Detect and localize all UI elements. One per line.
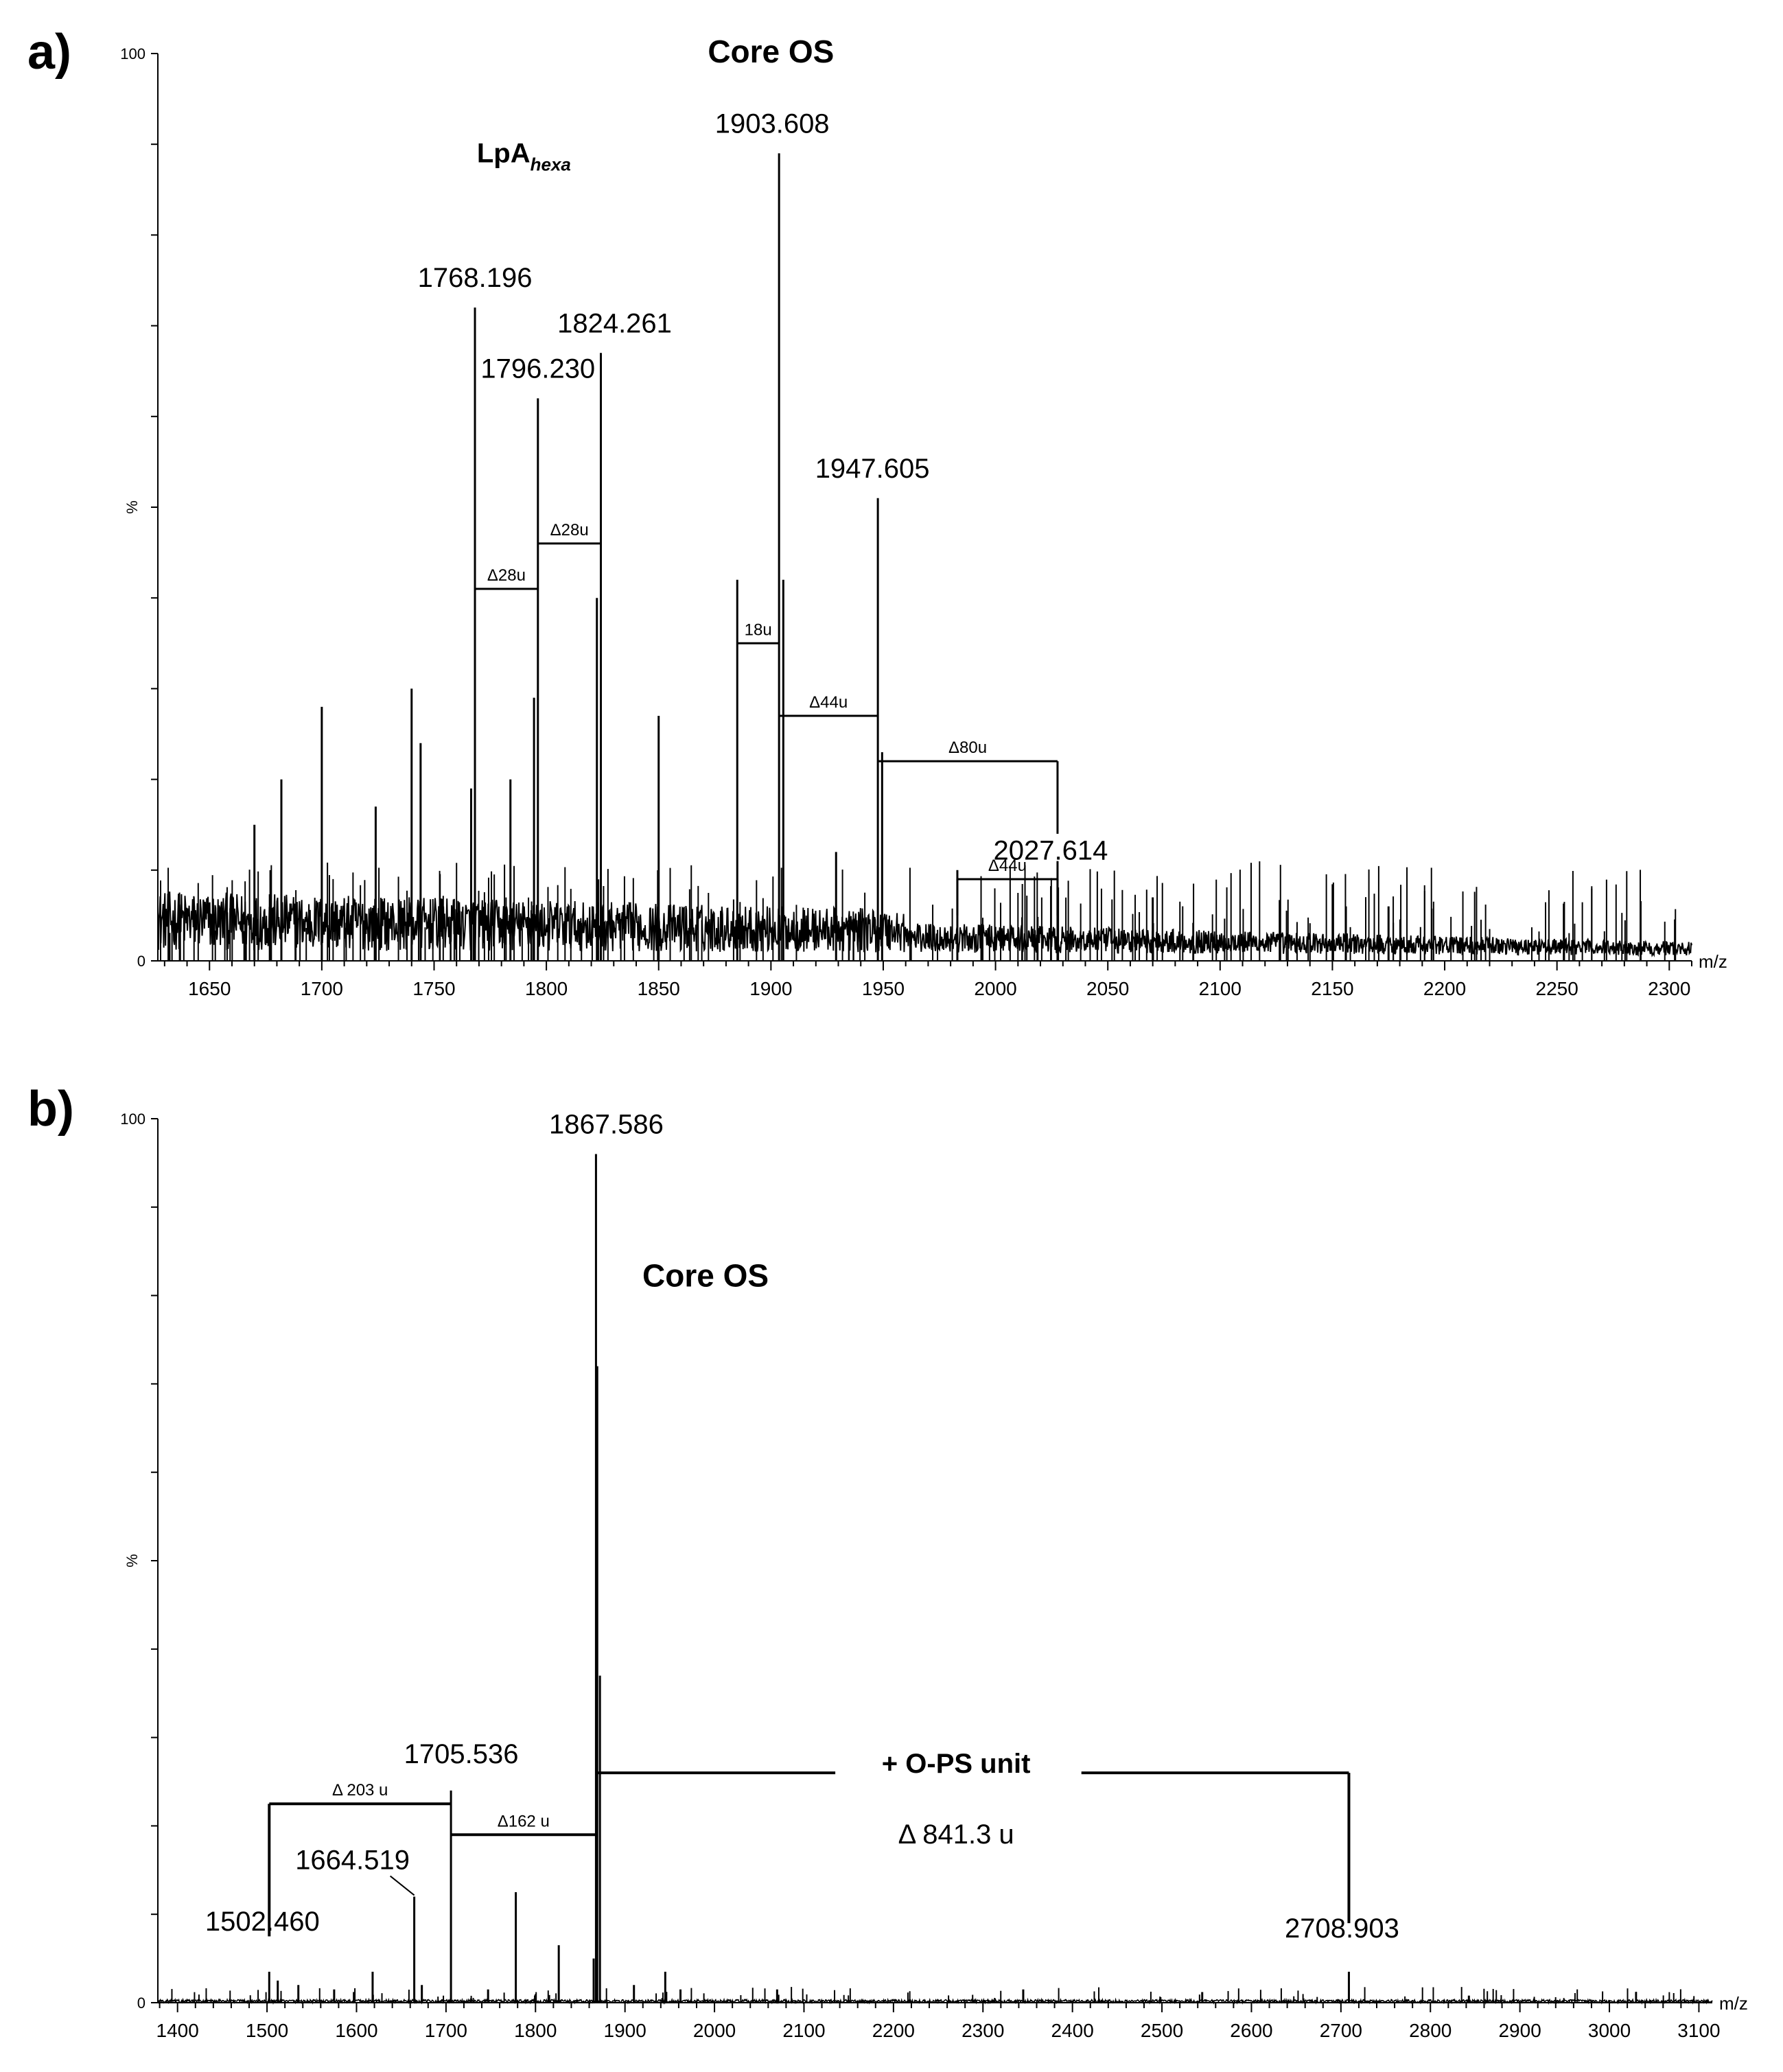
x-tick-label: 1800 [514, 2020, 557, 2041]
peak-label: 1867.586 [549, 1110, 664, 1140]
x-tick-label: 1900 [749, 978, 792, 999]
x-tick-label: 1700 [425, 2020, 467, 2041]
spectrum-panel-b: b) 1502.460 1664.519 1705.536 1867.586 2708.9… [27, 1082, 1748, 2041]
mass-difference-label: Δ162 u [498, 1812, 550, 1830]
annotation-subscript: hexa [531, 154, 571, 175]
x-tick-label: 2100 [1199, 978, 1242, 999]
x-tick-label: 2700 [1320, 2020, 1362, 2041]
spectrum-panel-a: a) 1768.196 1796.230 1824.261 1903.608 1947.6… [27, 25, 1727, 999]
y-tick-label: 0 [137, 1994, 145, 2012]
annotation-label: Δ 841.3 u [898, 1819, 1014, 1850]
x-tick-label: 2600 [1230, 2020, 1272, 2041]
x-tick-label: 2800 [1409, 2020, 1452, 2041]
mass-difference-label: 18u [745, 620, 772, 639]
x-tick-label: 2300 [962, 2020, 1004, 2041]
peak-label: 2708.903 [1285, 1913, 1399, 1944]
x-tick-label: 2400 [1051, 2020, 1094, 2041]
mass-difference-label: Δ 203 u [332, 1781, 388, 1800]
x-tick-label: 2000 [693, 2020, 736, 2041]
noise-trace [157, 891, 1692, 957]
annotation-label: + O-PS unit [882, 1749, 1031, 1779]
x-tick-label: 2050 [1086, 978, 1129, 999]
x-tick-label: 2900 [1498, 2020, 1541, 2041]
x-tick-label: 1950 [862, 978, 905, 999]
x-tick-label: 3000 [1588, 2020, 1631, 2041]
peak-label: 2027.614 [994, 836, 1108, 866]
x-tick-label: 2000 [974, 978, 1016, 999]
mass-difference-label: Δ44u [988, 857, 1027, 875]
y-tick-label: 100 [120, 1110, 145, 1128]
noise-trace [157, 1997, 1713, 2005]
mass-difference-label: Δ80u [948, 738, 987, 757]
x-tick-label: 3100 [1677, 2020, 1720, 2041]
leader-line [389, 1875, 415, 1896]
mass-difference-label: Δ28u [550, 521, 589, 539]
x-tick-label: 1500 [246, 2020, 288, 2041]
peak-label: 1705.536 [404, 1739, 519, 1769]
y-axis-label: % [124, 1554, 141, 1568]
x-tick-label: 2200 [1423, 978, 1466, 999]
x-axis-label: m/z [1719, 1993, 1748, 2014]
x-tick-label: 1750 [412, 978, 455, 999]
x-tick-label: 2500 [1141, 2020, 1183, 2041]
panel-letter: b) [27, 1082, 74, 1137]
x-tick-label: 1700 [301, 978, 343, 999]
peak-label: 1796.230 [480, 353, 595, 384]
x-tick-label: 1650 [188, 978, 231, 999]
peak-label: 1824.261 [557, 308, 672, 338]
x-tick-label: 2200 [872, 2020, 915, 2041]
peak-label: 1903.608 [715, 108, 830, 139]
x-tick-label: 1600 [335, 2020, 377, 2041]
peak-label: 1947.605 [815, 454, 930, 484]
annotation-label: LpAhexa [477, 139, 571, 175]
peak-label: 1664.519 [295, 1845, 410, 1875]
y-axis-label: % [124, 500, 141, 514]
annotation-main: LpA [477, 139, 531, 169]
mass-difference-label: Δ44u [809, 693, 848, 712]
x-tick-label: 2250 [1536, 978, 1578, 999]
panel-letter: a) [27, 25, 71, 80]
y-tick-label: 100 [120, 45, 145, 62]
x-tick-label: 1900 [604, 2020, 646, 2041]
x-tick-label: 2300 [1648, 978, 1690, 999]
peak-label: 1768.196 [418, 263, 533, 293]
mass-difference-label: Δ28u [487, 566, 526, 585]
x-tick-label: 1800 [525, 978, 568, 999]
x-tick-label: 2150 [1311, 978, 1353, 999]
x-tick-label: 1400 [156, 2020, 199, 2041]
x-tick-label: 1850 [638, 978, 680, 999]
annotation-label: Core OS [642, 1258, 769, 1294]
y-tick-label: 0 [137, 953, 145, 970]
x-axis-label: m/z [1699, 951, 1727, 972]
peak-label: 1502.460 [205, 1907, 320, 1937]
x-tick-label: 2100 [782, 2020, 825, 2041]
annotation-label: Core OS [708, 34, 834, 69]
